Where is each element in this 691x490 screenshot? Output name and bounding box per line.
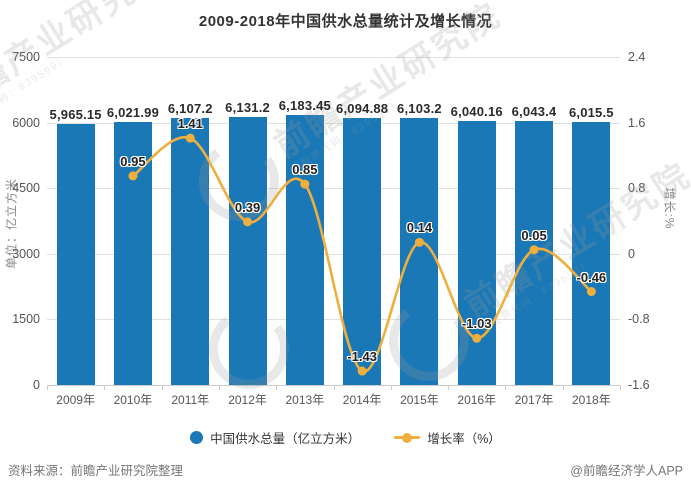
line-value-label: 0.85 bbox=[292, 162, 318, 178]
growth-line bbox=[128, 133, 596, 376]
line-value-label: 1.41 bbox=[177, 116, 203, 132]
line-value-label: 0.05 bbox=[521, 227, 547, 243]
bar-value-label: 6,043.4 bbox=[511, 103, 557, 119]
bar bbox=[285, 114, 324, 385]
right-axis-tick-label: 1.6 bbox=[628, 115, 646, 130]
x-axis-label: 2013年 bbox=[285, 393, 325, 407]
bar-value-label: 5,965.15 bbox=[49, 107, 102, 123]
line-value-label: -1.03 bbox=[461, 316, 492, 332]
bar-value-label: 6,107.2 bbox=[167, 100, 213, 116]
x-axis-label: 2009年 bbox=[56, 393, 95, 407]
plot-area: 5,965.15 2009年 6,021.99 2010年 6,107.2 2011年 6,… bbox=[47, 57, 621, 407]
x-axis-tick bbox=[505, 385, 507, 390]
chart-title: 2009-2018年中国供水总量统计及增长情况 bbox=[198, 13, 493, 30]
left-axis-tick-label: 3000 bbox=[12, 246, 40, 261]
legend-label: 增长率（%） bbox=[427, 432, 501, 446]
gridline bbox=[47, 188, 620, 190]
x-axis-tick bbox=[276, 385, 278, 390]
left-axis-tick-label: 0 bbox=[33, 378, 40, 392]
bar-value-label: 6,131.2 bbox=[225, 99, 270, 115]
bar-value-label: 6,021.99 bbox=[106, 104, 160, 120]
bar-value-label: 6,183.45 bbox=[278, 97, 331, 113]
bar-value-label: 6,040.16 bbox=[450, 103, 503, 119]
x-axis-label: 2014年 bbox=[342, 393, 382, 407]
right-axis-tick-label: 0 bbox=[628, 246, 635, 261]
data-source-note: 资料来源：前瞻产业研究院整理 bbox=[8, 464, 184, 478]
gridline bbox=[47, 319, 620, 321]
line-point bbox=[414, 237, 424, 247]
x-axis-tick bbox=[218, 385, 220, 390]
bar-value-label: 6,103.2 bbox=[397, 101, 442, 117]
x-axis-tick bbox=[390, 385, 392, 390]
bar-series-marker-icon bbox=[190, 431, 204, 444]
x-axis-tick bbox=[562, 385, 564, 390]
left-axis-tick-label: 6000 bbox=[12, 115, 40, 130]
line-point bbox=[243, 217, 253, 227]
left-axis-tick-label: 4500 bbox=[12, 181, 40, 196]
bar bbox=[56, 124, 95, 385]
line-point bbox=[185, 133, 195, 143]
right-axis-tick-label: 0.8 bbox=[628, 181, 646, 196]
right-axis-tick-label: 2.4 bbox=[628, 50, 646, 64]
credit-note: @前瞻经济学人APP bbox=[570, 464, 683, 478]
line-point bbox=[128, 171, 138, 181]
gridline bbox=[47, 122, 620, 124]
bar-value-label: 6,094.88 bbox=[336, 101, 389, 117]
legend-item-growth: 增长率（%） bbox=[394, 428, 501, 447]
x-axis-tick bbox=[104, 385, 106, 390]
line-value-label: 0.14 bbox=[406, 220, 433, 236]
line-point bbox=[472, 333, 482, 343]
x-axis-label: 2010年 bbox=[113, 393, 153, 407]
legend: 中国供水总量（亿立方米） 增长率（%） bbox=[0, 428, 691, 447]
x-axis-label: 2018年 bbox=[571, 393, 611, 407]
bar bbox=[228, 116, 267, 385]
line-point bbox=[586, 287, 596, 297]
right-axis-tick-label: -1.6 bbox=[628, 378, 650, 392]
x-axis-tick bbox=[47, 385, 48, 390]
x-axis-label: 2011年 bbox=[171, 393, 210, 407]
legend-item-supply: 中国供水总量（亿立方米） bbox=[190, 428, 360, 447]
x-axis-tick bbox=[620, 385, 621, 390]
gridline bbox=[47, 253, 620, 255]
left-axis-tick-label: 1500 bbox=[12, 312, 40, 327]
gridline bbox=[47, 57, 620, 58]
x-axis-tick bbox=[333, 385, 335, 390]
line-value-label: -1.43 bbox=[347, 349, 377, 365]
right-axis-tick-label: -0.8 bbox=[628, 312, 650, 327]
bar bbox=[343, 118, 382, 385]
x-axis-label: 2012年 bbox=[228, 393, 267, 407]
line-point bbox=[300, 179, 310, 189]
line-series-marker-icon bbox=[394, 432, 421, 443]
legend-label: 中国供水总量（亿立方米） bbox=[210, 432, 361, 446]
bar bbox=[572, 121, 611, 385]
line-value-label: 0.39 bbox=[234, 199, 261, 215]
line-point bbox=[529, 245, 539, 255]
line-value-label: 0.95 bbox=[120, 153, 146, 169]
bar-value-label: 6,015.5 bbox=[568, 104, 614, 120]
x-axis-label: 2015年 bbox=[400, 393, 439, 407]
left-axis-tick-label: 7500 bbox=[12, 50, 40, 64]
x-axis-label: 2016年 bbox=[457, 393, 497, 407]
x-axis-tick bbox=[448, 385, 450, 390]
line-value-label: -0.46 bbox=[576, 269, 607, 285]
x-axis-label: 2017年 bbox=[514, 393, 554, 407]
line-point bbox=[357, 366, 367, 376]
x-axis-tick bbox=[161, 385, 163, 390]
bar bbox=[171, 117, 210, 385]
